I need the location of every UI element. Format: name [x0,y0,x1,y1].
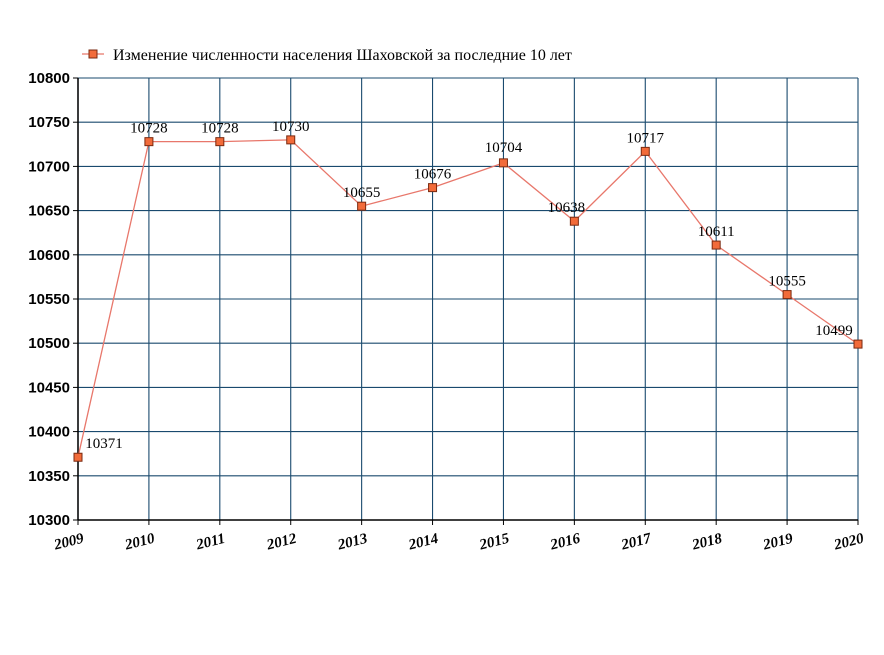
y-tick-label: 10750 [28,114,70,131]
data-label: 10499 [815,323,853,339]
data-point [640,146,650,156]
x-tick-label: 2011 [194,531,227,554]
data-label: 10555 [768,274,806,290]
data-point [357,201,367,211]
data-point [428,183,438,193]
data-point [782,290,792,300]
data-point [569,216,579,226]
axes [73,77,859,525]
data-label: 10728 [130,121,168,137]
data-label: 10611 [698,224,735,240]
y-tick-label: 10600 [28,247,70,264]
data-label: 10730 [272,119,310,135]
data-label: 10704 [485,140,523,156]
data-label: 10371 [85,436,123,452]
grid [77,77,859,521]
series-line [77,139,859,458]
y-tick-label: 10650 [28,203,70,220]
x-tick-labels: 2009 2010 2011 2012 2013 2014 2015 2016 2017 2018… [52,531,866,554]
x-tick-label: 2009 [52,531,86,554]
y-tick-label: 10350 [28,468,70,485]
legend-entry: Изменение численности населения Шаховско… [113,47,572,64]
y-tick-label: 10300 [28,512,70,529]
data-point [286,135,296,145]
y-tick-label: 10700 [28,158,70,175]
data-point [498,158,508,168]
x-tick-label: 2016 [548,531,582,554]
series [73,135,863,462]
x-tick-label: 2017 [619,531,653,554]
y-tick-label: 10800 [28,70,70,87]
data-label: 10728 [201,121,239,137]
data-point [711,240,721,250]
data-point [215,137,225,147]
y-tick-label: 10500 [28,335,70,352]
data-label: 10655 [343,185,381,201]
data-point [853,339,863,349]
data-label: 10638 [548,200,586,216]
data-labels: 10371 10728 10728 10730 10655 10676 10704 10638… [85,119,853,452]
x-tick-label: 2010 [122,531,156,554]
x-tick-label: 2019 [761,531,795,554]
y-tick-label: 10400 [28,424,70,441]
x-tick-label: 2015 [477,531,511,554]
x-tick-label: 2020 [832,531,866,554]
data-label: 10717 [627,130,665,146]
legend-marker-swatch [88,49,98,59]
data-point [144,137,154,147]
legend: Изменение численности населения Шаховско… [82,47,572,64]
x-tick-label: 2018 [690,531,724,554]
x-tick-label: 2014 [406,531,440,554]
y-tick-label: 10550 [28,291,70,308]
x-tick-label: 2013 [335,531,369,554]
x-tick-label: 2012 [264,531,298,554]
y-tick-label: 10450 [28,379,70,396]
y-tick-labels: 10300 10350 10400 10450 10500 10550 10600 10650… [28,70,70,529]
data-label: 10676 [414,167,452,183]
data-point [73,452,83,462]
